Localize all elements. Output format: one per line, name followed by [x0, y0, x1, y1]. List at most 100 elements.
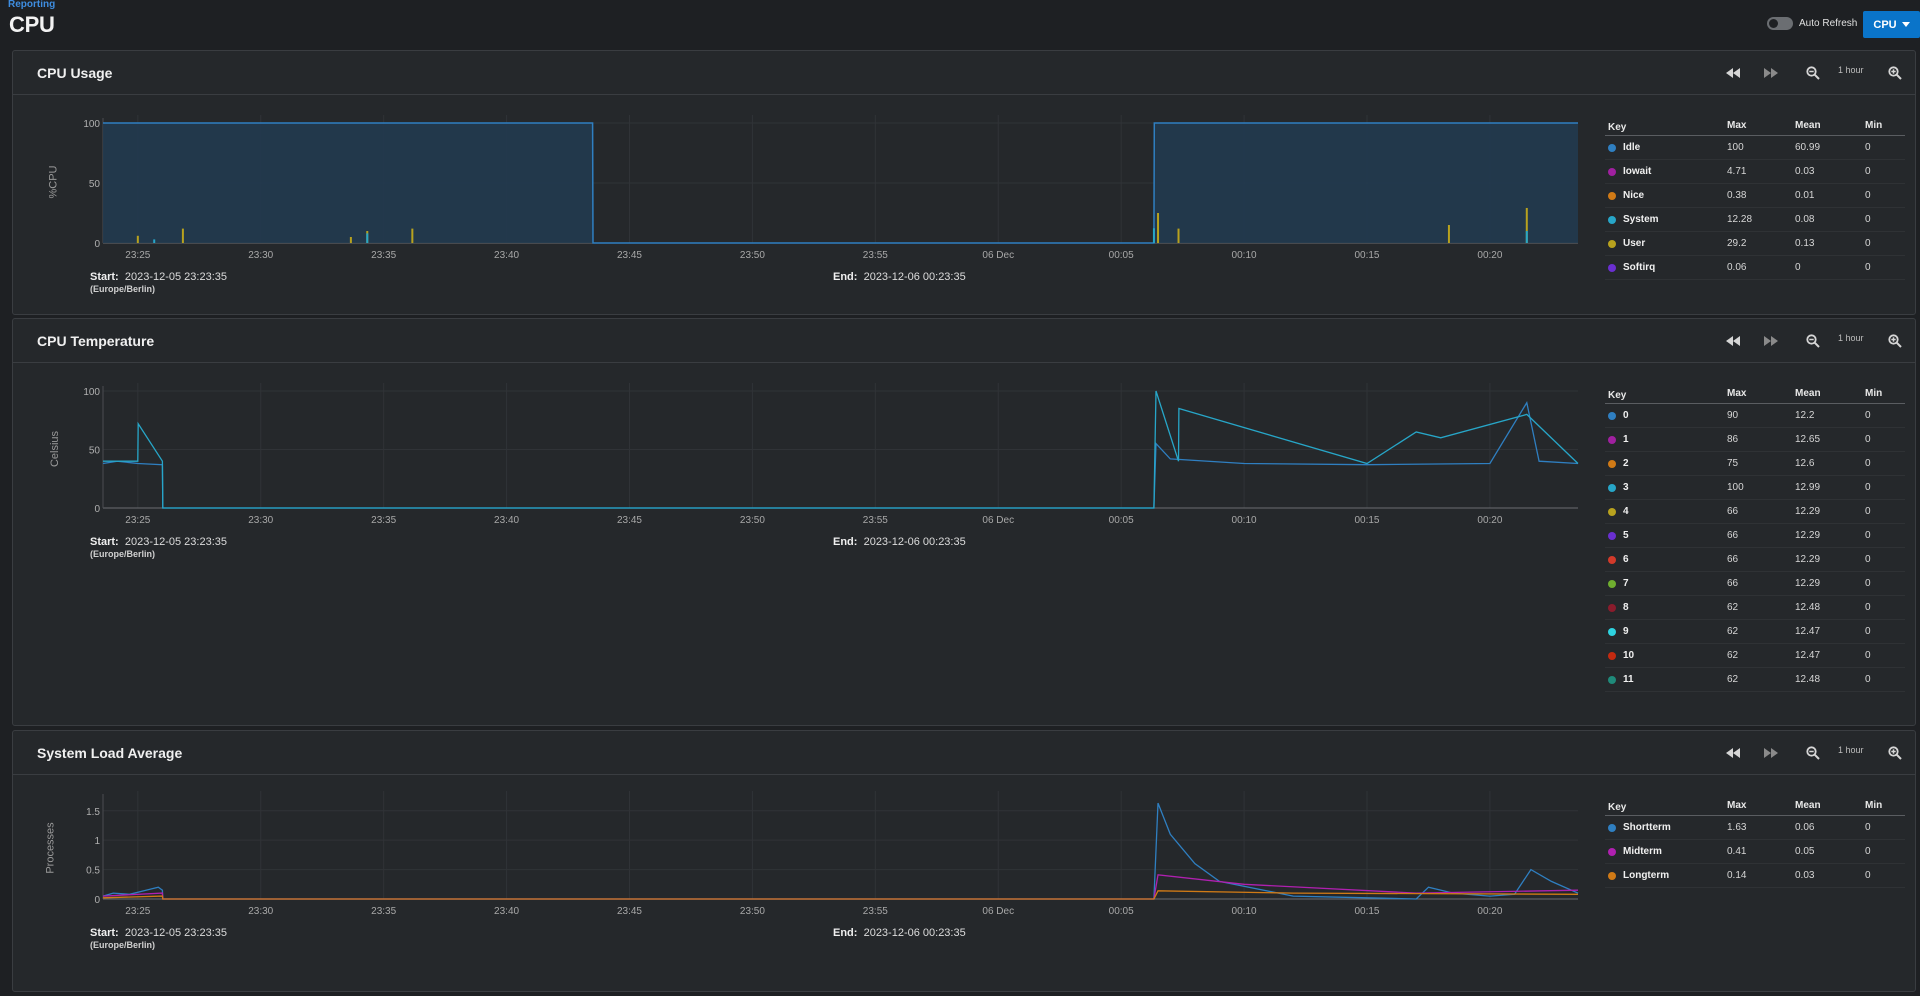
auto-refresh-toggle[interactable]: Auto Refresh [1767, 17, 1857, 30]
zoom-out-button[interactable] [1805, 63, 1821, 83]
legend-key-name: Iowait [1623, 166, 1652, 177]
start-time-block: Start: 2023-12-05 23:23:35 (Europe/Berlin… [90, 927, 227, 951]
legend-key-name: Idle [1623, 142, 1641, 153]
page-title: CPU [9, 12, 55, 37]
fast-forward-icon [1764, 336, 1778, 346]
legend-max: 0.14 [1727, 870, 1747, 881]
zoom-out-button[interactable] [1805, 743, 1821, 763]
start-value: 2023-12-05 23:23:35 [124, 536, 228, 548]
legend-row[interactable]: 11 62 12.48 0 [1605, 668, 1905, 692]
legend-header-key: Key [1608, 390, 1627, 401]
legend-row[interactable]: System 12.28 0.08 0 [1605, 208, 1905, 232]
legend-row[interactable]: 0 90 12.2 0 [1605, 404, 1905, 428]
x-tick-label: 23:30 [248, 250, 273, 261]
legend-mean: 12.47 [1795, 626, 1821, 637]
x-tick-label: 23:40 [494, 250, 519, 261]
legend-mean: 12.48 [1795, 674, 1821, 685]
series-color-dot-icon [1608, 555, 1616, 564]
panel-header: System Load Average 1 hour [13, 731, 1915, 775]
series-color-dot-icon [1608, 579, 1616, 588]
legend-header-key: Key [1608, 122, 1627, 133]
fast-forward-button[interactable] [1763, 331, 1779, 351]
legend-header-max: Max [1727, 800, 1747, 811]
x-tick-label: 06 Dec [982, 906, 1014, 917]
report-select-button[interactable]: CPU [1863, 11, 1920, 38]
legend-row[interactable]: 7 66 12.29 0 [1605, 572, 1905, 596]
legend-row[interactable]: Longterm 0.14 0.03 0 [1605, 864, 1905, 888]
legend-row[interactable]: Nice 0.38 0.01 0 [1605, 184, 1905, 208]
rewind-button[interactable] [1725, 331, 1741, 351]
rewind-button[interactable] [1725, 743, 1741, 763]
zoom-in-button[interactable] [1887, 63, 1903, 83]
timezone: (Europe/Berlin) [90, 549, 156, 559]
fast-forward-button[interactable] [1763, 63, 1779, 83]
legend-key-name: 3 [1623, 482, 1629, 493]
x-tick-label: 23:55 [863, 906, 888, 917]
start-value: 2023-12-05 23:23:35 [124, 927, 228, 939]
legend-row[interactable]: Shortterm 1.63 0.06 0 [1605, 816, 1905, 840]
legend-row[interactable]: 5 66 12.29 0 [1605, 524, 1905, 548]
series-color-dot-icon [1608, 215, 1616, 224]
series-color-dot-icon [1608, 823, 1616, 832]
zoom-in-icon [1888, 746, 1902, 760]
legend-row[interactable]: 2 75 12.6 0 [1605, 452, 1905, 476]
legend-header: Key Max Mean Min [1605, 120, 1905, 136]
x-tick-label: 00:05 [1109, 515, 1134, 526]
legend-max: 100 [1727, 142, 1744, 153]
legend-header-mean: Mean [1795, 800, 1821, 811]
legend-row[interactable]: 3 100 12.99 0 [1605, 476, 1905, 500]
legend-row[interactable]: 6 66 12.29 0 [1605, 548, 1905, 572]
range-label[interactable]: 1 hour [1838, 333, 1864, 343]
legend-min: 0 [1865, 214, 1871, 225]
legend-key-name: 4 [1623, 506, 1629, 517]
zoom-in-button[interactable] [1887, 743, 1903, 763]
legend-max: 0.38 [1727, 190, 1747, 201]
toggle-switch-icon[interactable] [1767, 17, 1793, 30]
legend-mean: 0.13 [1795, 238, 1815, 249]
series-color-dot-icon [1608, 531, 1616, 540]
legend-row[interactable]: 9 62 12.47 0 [1605, 620, 1905, 644]
series-color-dot-icon [1608, 143, 1616, 152]
x-tick-label: 00:15 [1354, 906, 1379, 917]
series-color-dot-icon [1608, 191, 1616, 200]
zoom-out-icon [1806, 66, 1820, 80]
legend-row[interactable]: Midterm 0.41 0.05 0 [1605, 840, 1905, 864]
x-tick-label: 23:40 [494, 515, 519, 526]
legend-mean: 12.48 [1795, 602, 1821, 613]
legend-header-mean: Mean [1795, 388, 1821, 399]
legend-row[interactable]: 10 62 12.47 0 [1605, 644, 1905, 668]
legend-min: 0 [1865, 870, 1871, 881]
legend-min: 0 [1865, 602, 1871, 613]
x-tick-label: 23:30 [248, 906, 273, 917]
legend-key-name: User [1623, 238, 1646, 249]
legend-header: Key Max Mean Min [1605, 388, 1905, 404]
legend-row[interactable]: 8 62 12.48 0 [1605, 596, 1905, 620]
fast-forward-button[interactable] [1763, 743, 1779, 763]
legend-key-name: 5 [1623, 530, 1629, 541]
zoom-in-button[interactable] [1887, 331, 1903, 351]
legend-max: 66 [1727, 554, 1739, 565]
breadcrumb[interactable]: Reporting [8, 0, 56, 10]
legend-row[interactable]: User 29.2 0.13 0 [1605, 232, 1905, 256]
range-label[interactable]: 1 hour [1838, 745, 1864, 755]
legend-row[interactable]: 1 86 12.65 0 [1605, 428, 1905, 452]
panel-header: CPU Temperature 1 hour [13, 319, 1915, 363]
legend-header-min: Min [1865, 388, 1883, 399]
legend-max: 4.71 [1727, 166, 1747, 177]
range-label[interactable]: 1 hour [1838, 65, 1864, 75]
legend-row[interactable]: Softirq 0.06 0 0 [1605, 256, 1905, 280]
panel-usage: CPU Usage 1 hour %CPU 23:25 23:30 23:35 23:40 2… [12, 50, 1916, 315]
legend-row[interactable]: Idle 100 60.99 0 [1605, 136, 1905, 160]
rewind-button[interactable] [1725, 63, 1741, 83]
x-tick-label: 23:25 [125, 250, 150, 261]
legend-max: 29.2 [1727, 238, 1747, 249]
zoom-out-button[interactable] [1805, 331, 1821, 351]
series-color-dot-icon [1608, 483, 1616, 492]
legend-mean: 12.29 [1795, 530, 1821, 541]
zoom-out-icon [1806, 746, 1820, 760]
legend-header-min: Min [1865, 120, 1883, 131]
legend-row[interactable]: Iowait 4.71 0.03 0 [1605, 160, 1905, 184]
legend-row[interactable]: 4 66 12.29 0 [1605, 500, 1905, 524]
y-tick-label: 1 [94, 836, 100, 847]
x-tick-label: 00:15 [1354, 515, 1379, 526]
